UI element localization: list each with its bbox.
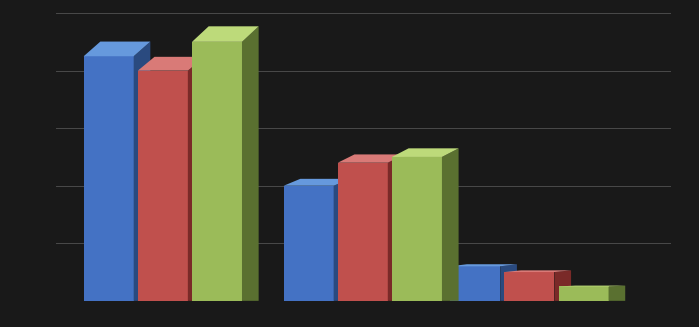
Polygon shape [134,42,150,301]
Polygon shape [442,148,459,301]
Polygon shape [450,266,500,301]
Polygon shape [559,286,609,301]
Polygon shape [284,179,350,186]
Polygon shape [554,270,571,301]
Polygon shape [388,154,405,301]
Polygon shape [392,157,442,301]
Polygon shape [559,285,625,286]
Polygon shape [392,148,459,157]
Polygon shape [242,26,259,301]
Polygon shape [333,179,350,301]
Polygon shape [84,56,134,301]
Polygon shape [450,264,517,266]
Polygon shape [84,42,150,56]
Polygon shape [500,264,517,301]
Polygon shape [138,57,205,71]
Polygon shape [505,272,554,301]
Polygon shape [192,26,259,42]
Polygon shape [284,186,333,301]
Polygon shape [192,42,242,301]
Polygon shape [338,163,388,301]
Polygon shape [338,154,405,163]
Polygon shape [138,71,188,301]
Polygon shape [609,285,625,301]
Polygon shape [505,270,571,272]
Polygon shape [188,57,205,301]
